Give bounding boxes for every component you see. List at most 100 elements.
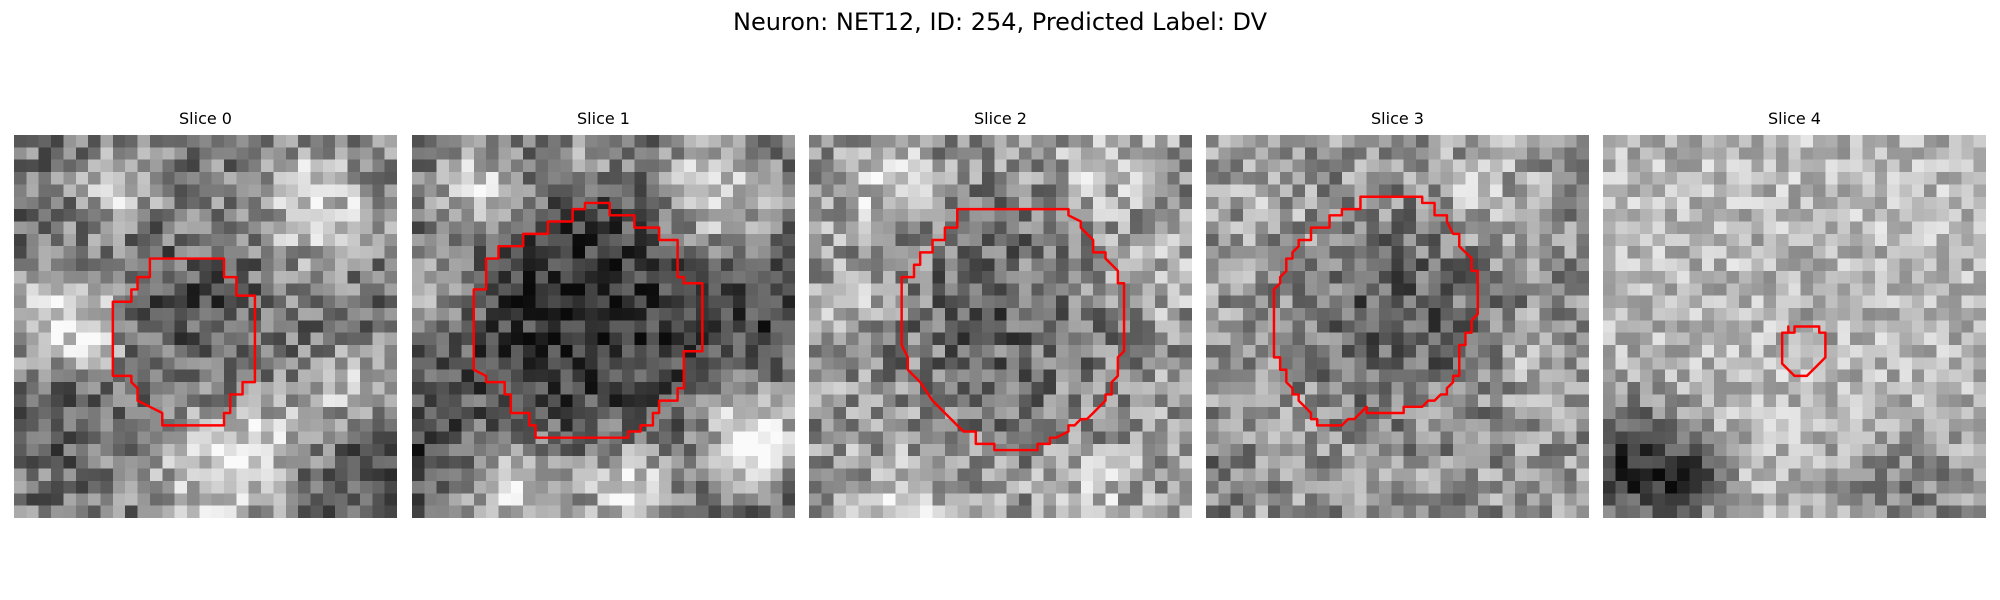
image-pixel [1428, 147, 1441, 160]
image-pixel [770, 456, 783, 469]
image-pixel [26, 456, 39, 469]
image-pixel [1514, 307, 1528, 321]
image-pixel [1825, 406, 1838, 420]
image-pixel [1738, 221, 1752, 235]
image-pixel [285, 394, 299, 408]
image-pixel [26, 332, 39, 346]
image-pixel [1179, 456, 1192, 469]
image-pixel [449, 135, 462, 148]
image-pixel [473, 209, 487, 222]
image-pixel [424, 270, 437, 284]
image-pixel [895, 246, 909, 259]
image-pixel [846, 221, 859, 235]
image-pixel [1378, 320, 1392, 333]
image-pixel [1738, 493, 1752, 506]
image-pixel [1243, 246, 1256, 259]
image-pixel [1080, 419, 1094, 432]
image-pixel [424, 307, 437, 321]
image-pixel [424, 135, 437, 148]
image-pixel [1726, 394, 1740, 408]
image-pixel [745, 270, 759, 284]
image-pixel [597, 283, 610, 296]
image-pixel [63, 307, 77, 321]
image-pixel [384, 456, 397, 469]
image-pixel [1440, 246, 1454, 259]
image-pixel [1105, 283, 1119, 296]
image-pixel [186, 233, 200, 247]
image-pixel [162, 493, 175, 506]
image-pixel [1850, 493, 1863, 506]
image-pixel [174, 357, 188, 370]
image-pixel [1911, 196, 1925, 210]
image-pixel [1948, 283, 1962, 296]
image-pixel [1465, 135, 1479, 148]
image-pixel [1006, 258, 1020, 272]
image-pixel [63, 332, 77, 346]
image-pixel [1973, 419, 1986, 432]
image-pixel [1304, 307, 1318, 321]
image-pixel [38, 456, 52, 469]
image-pixel [1477, 307, 1491, 321]
image-pixel [1006, 246, 1020, 259]
image-pixel [523, 394, 536, 408]
image-pixel [944, 480, 958, 494]
image-pixel [547, 258, 561, 272]
image-pixel [1490, 307, 1503, 321]
image-pixel [1167, 357, 1180, 370]
image-pixel [634, 233, 647, 247]
image-pixel [1056, 394, 1069, 408]
image-pixel [1354, 505, 1367, 518]
image-pixel [1652, 332, 1666, 346]
image-pixel [535, 172, 549, 185]
image-pixel [994, 258, 1007, 272]
image-pixel [646, 493, 660, 506]
image-pixel [1416, 147, 1429, 160]
image-pixel [1206, 468, 1219, 482]
image-pixel [907, 394, 921, 408]
image-pixel [1514, 320, 1528, 333]
image-pixel [1825, 135, 1838, 148]
image-pixel [26, 135, 39, 148]
image-pixel [1689, 246, 1703, 259]
image-pixel [708, 159, 722, 173]
image-pixel [981, 307, 995, 321]
image-pixel [1701, 147, 1715, 160]
image-pixel [733, 332, 746, 346]
image-pixel [1019, 196, 1032, 210]
image-pixel [88, 345, 101, 358]
image-pixel [895, 382, 909, 395]
image-pixel [498, 320, 512, 333]
image-pixel [1031, 196, 1044, 210]
image-pixel [1911, 345, 1925, 358]
image-pixel [622, 283, 635, 296]
image-pixel [1206, 246, 1219, 259]
image-pixel [261, 468, 274, 482]
image-pixel [1255, 419, 1269, 432]
image-pixel [88, 505, 101, 518]
image-pixel [1043, 345, 1057, 358]
image-pixel [1948, 357, 1962, 370]
image-pixel [224, 382, 237, 395]
image-pixel [424, 147, 437, 160]
image-pixel [1341, 394, 1355, 408]
image-pixel [622, 172, 635, 185]
image-pixel [944, 172, 958, 185]
image-pixel [1887, 221, 1900, 235]
image-pixel [969, 382, 983, 395]
image-pixel [1701, 419, 1715, 432]
image-pixel [1243, 406, 1256, 420]
image-pixel [26, 419, 39, 432]
image-pixel [1354, 480, 1367, 494]
image-pixel [1317, 480, 1330, 494]
image-pixel [1031, 258, 1044, 272]
image-pixel [26, 394, 39, 408]
image-pixel [1924, 505, 1937, 518]
image-pixel [1105, 456, 1119, 469]
image-pixel [1775, 184, 1789, 198]
image-pixel [708, 172, 722, 185]
image-pixel [1206, 233, 1219, 247]
image-pixel [1068, 332, 1082, 346]
image-pixel [1179, 258, 1192, 272]
image-pixel [436, 320, 450, 333]
image-pixel [1899, 505, 1913, 518]
